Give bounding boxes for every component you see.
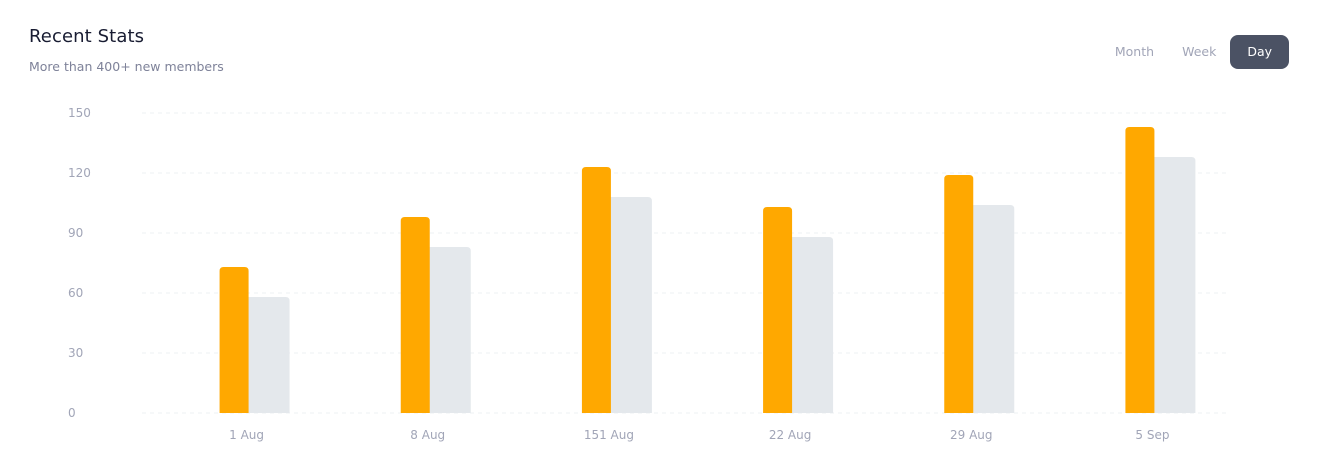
x-tick-label: 8 Aug: [410, 428, 445, 442]
bar-secondary: [1148, 157, 1196, 413]
bar-primary: [944, 175, 974, 413]
period-tabs: Month Week Day: [1101, 35, 1289, 69]
bar-secondary: [423, 247, 471, 413]
x-tick-label: 1 Aug: [229, 428, 264, 442]
x-tick-label: 5 Sep: [1135, 428, 1169, 442]
tab-week[interactable]: Week: [1182, 44, 1217, 59]
bar-secondary: [967, 205, 1015, 413]
x-tick-label: 29 Aug: [950, 428, 993, 442]
y-tick-label: 120: [68, 166, 91, 180]
card-subtitle: More than 400+ new members: [29, 59, 224, 74]
x-tick-label: 151 Aug: [584, 428, 634, 442]
bar-primary: [581, 167, 611, 413]
y-tick-label: 30: [68, 346, 83, 360]
y-tick-label: 90: [68, 226, 83, 240]
bar-secondary: [604, 197, 652, 413]
bar-primary: [763, 207, 793, 413]
tab-month[interactable]: Month: [1114, 44, 1155, 59]
bar-primary: [219, 267, 249, 413]
bar-secondary: [242, 297, 290, 413]
bar-primary: [400, 217, 430, 413]
bar-secondary: [786, 237, 834, 413]
card-title: Recent Stats: [29, 26, 145, 47]
y-tick-label: 60: [68, 286, 83, 300]
bar-primary: [1125, 127, 1155, 413]
y-tick-label: 150: [68, 106, 91, 120]
x-tick-label: 22 Aug: [769, 428, 812, 442]
y-tick-label: 0: [68, 406, 76, 420]
tab-day[interactable]: Day: [1230, 35, 1289, 69]
